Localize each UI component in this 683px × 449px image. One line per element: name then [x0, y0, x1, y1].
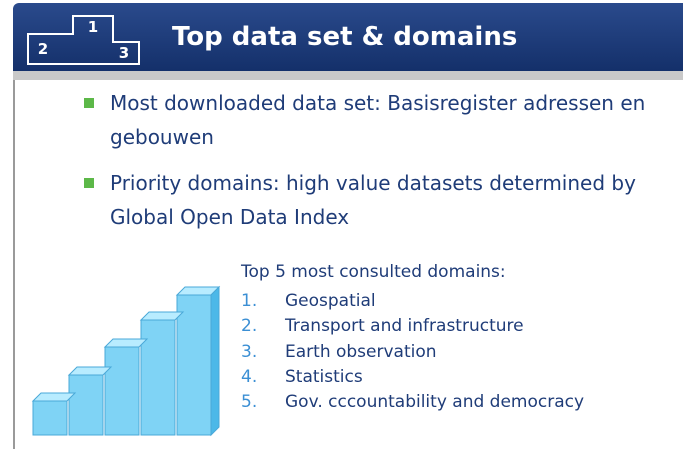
list-number: 3. [241, 342, 257, 362]
podium-number: 3 [119, 44, 129, 62]
domains-heading: Top 5 most consulted domains: [241, 262, 506, 282]
bullet-marker [84, 178, 94, 188]
header-band [13, 71, 683, 80]
domain-label: Geospatial [285, 291, 376, 311]
list-number: 5. [241, 392, 257, 412]
podium-number: 2 [38, 40, 48, 58]
list-number: 2. [241, 316, 257, 336]
stairs-icon [25, 285, 225, 440]
domain-label: Statistics [285, 367, 363, 387]
title: Top data set & domains [172, 22, 517, 52]
domain-label: Gov. cccountability and democracy [285, 392, 584, 412]
domain-label: Transport and infrastructure [285, 316, 524, 336]
bullet-text: Priority domains: high value datasets de… [110, 166, 675, 234]
left-rule [13, 80, 15, 449]
podium-icon: 1 2 3 [25, 8, 155, 68]
slide: 1 2 3 Top data set & domains Most downlo… [0, 0, 683, 449]
bullet-text: Most downloaded data set: Basisregister … [110, 86, 675, 154]
bullet-marker [84, 98, 94, 108]
list-number: 4. [241, 367, 257, 387]
podium-number: 1 [88, 18, 98, 36]
domain-label: Earth observation [285, 342, 437, 362]
list-number: 1. [241, 291, 257, 311]
